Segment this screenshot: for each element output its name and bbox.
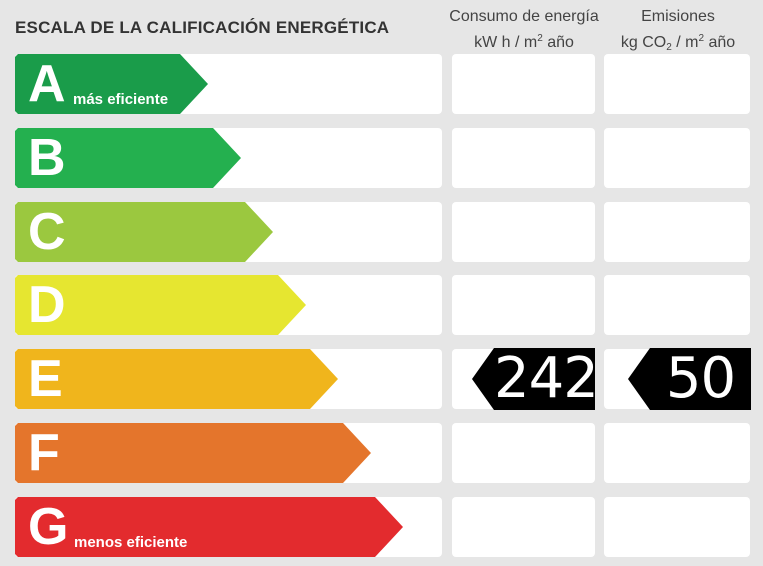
- rating-letter-g: G: [28, 498, 69, 556]
- rating-bar-e: E: [15, 349, 338, 409]
- consumo-cell-g: [452, 497, 595, 557]
- rating-bar-f: F: [15, 423, 371, 483]
- consumo-cell-a: [452, 54, 595, 114]
- emisiones-indicator-value: 50: [665, 346, 736, 411]
- consumo-indicator: 242: [472, 346, 599, 411]
- title: ESCALA DE LA CALIFICACIÓN ENERGÉTICA: [15, 18, 390, 37]
- consumo-cell-b: [452, 128, 595, 188]
- emisiones-cell-g: [604, 497, 750, 557]
- rating-bar-d: D: [15, 275, 306, 335]
- emisiones-cell-a: [604, 54, 750, 114]
- rating-letter-d: D: [28, 276, 66, 334]
- consumo-indicator-value: 242: [494, 346, 599, 411]
- emisiones-cell-b: [604, 128, 750, 188]
- emisiones-indicator: 50: [628, 348, 751, 410]
- rating-letter-c: C: [28, 203, 66, 261]
- emisiones-cell-f: [604, 423, 750, 483]
- rating-label-g: menos eficiente: [74, 534, 188, 551]
- rating-letter-b: B: [28, 129, 66, 187]
- rating-bar-b: B: [15, 128, 241, 188]
- consumo-header: Consumo de energía kW h / m2 año: [446, 6, 602, 54]
- emisiones-header: Emisiones kg CO2 / m2 año: [602, 6, 754, 59]
- emisiones-cell-c: [604, 202, 750, 262]
- consumo-cell-d: [452, 275, 595, 335]
- emisiones-header-line1: Emisiones: [641, 8, 715, 25]
- consumo-header-line1: Consumo de energía: [449, 8, 599, 25]
- consumo-cell-f: [452, 423, 595, 483]
- emisiones-cell-d: [604, 275, 750, 335]
- rating-letter-a: A: [28, 55, 66, 113]
- rating-bar-c: C: [15, 202, 273, 262]
- rating-letter-f: F: [28, 424, 60, 482]
- consumo-header-line2: kW h / m2 año: [474, 33, 574, 51]
- rating-label-a: más eficiente: [73, 91, 169, 108]
- rating-letter-e: E: [28, 350, 63, 408]
- consumo-cell-c: [452, 202, 595, 262]
- emisiones-header-line2: kg CO2 / m2 año: [620, 33, 736, 53]
